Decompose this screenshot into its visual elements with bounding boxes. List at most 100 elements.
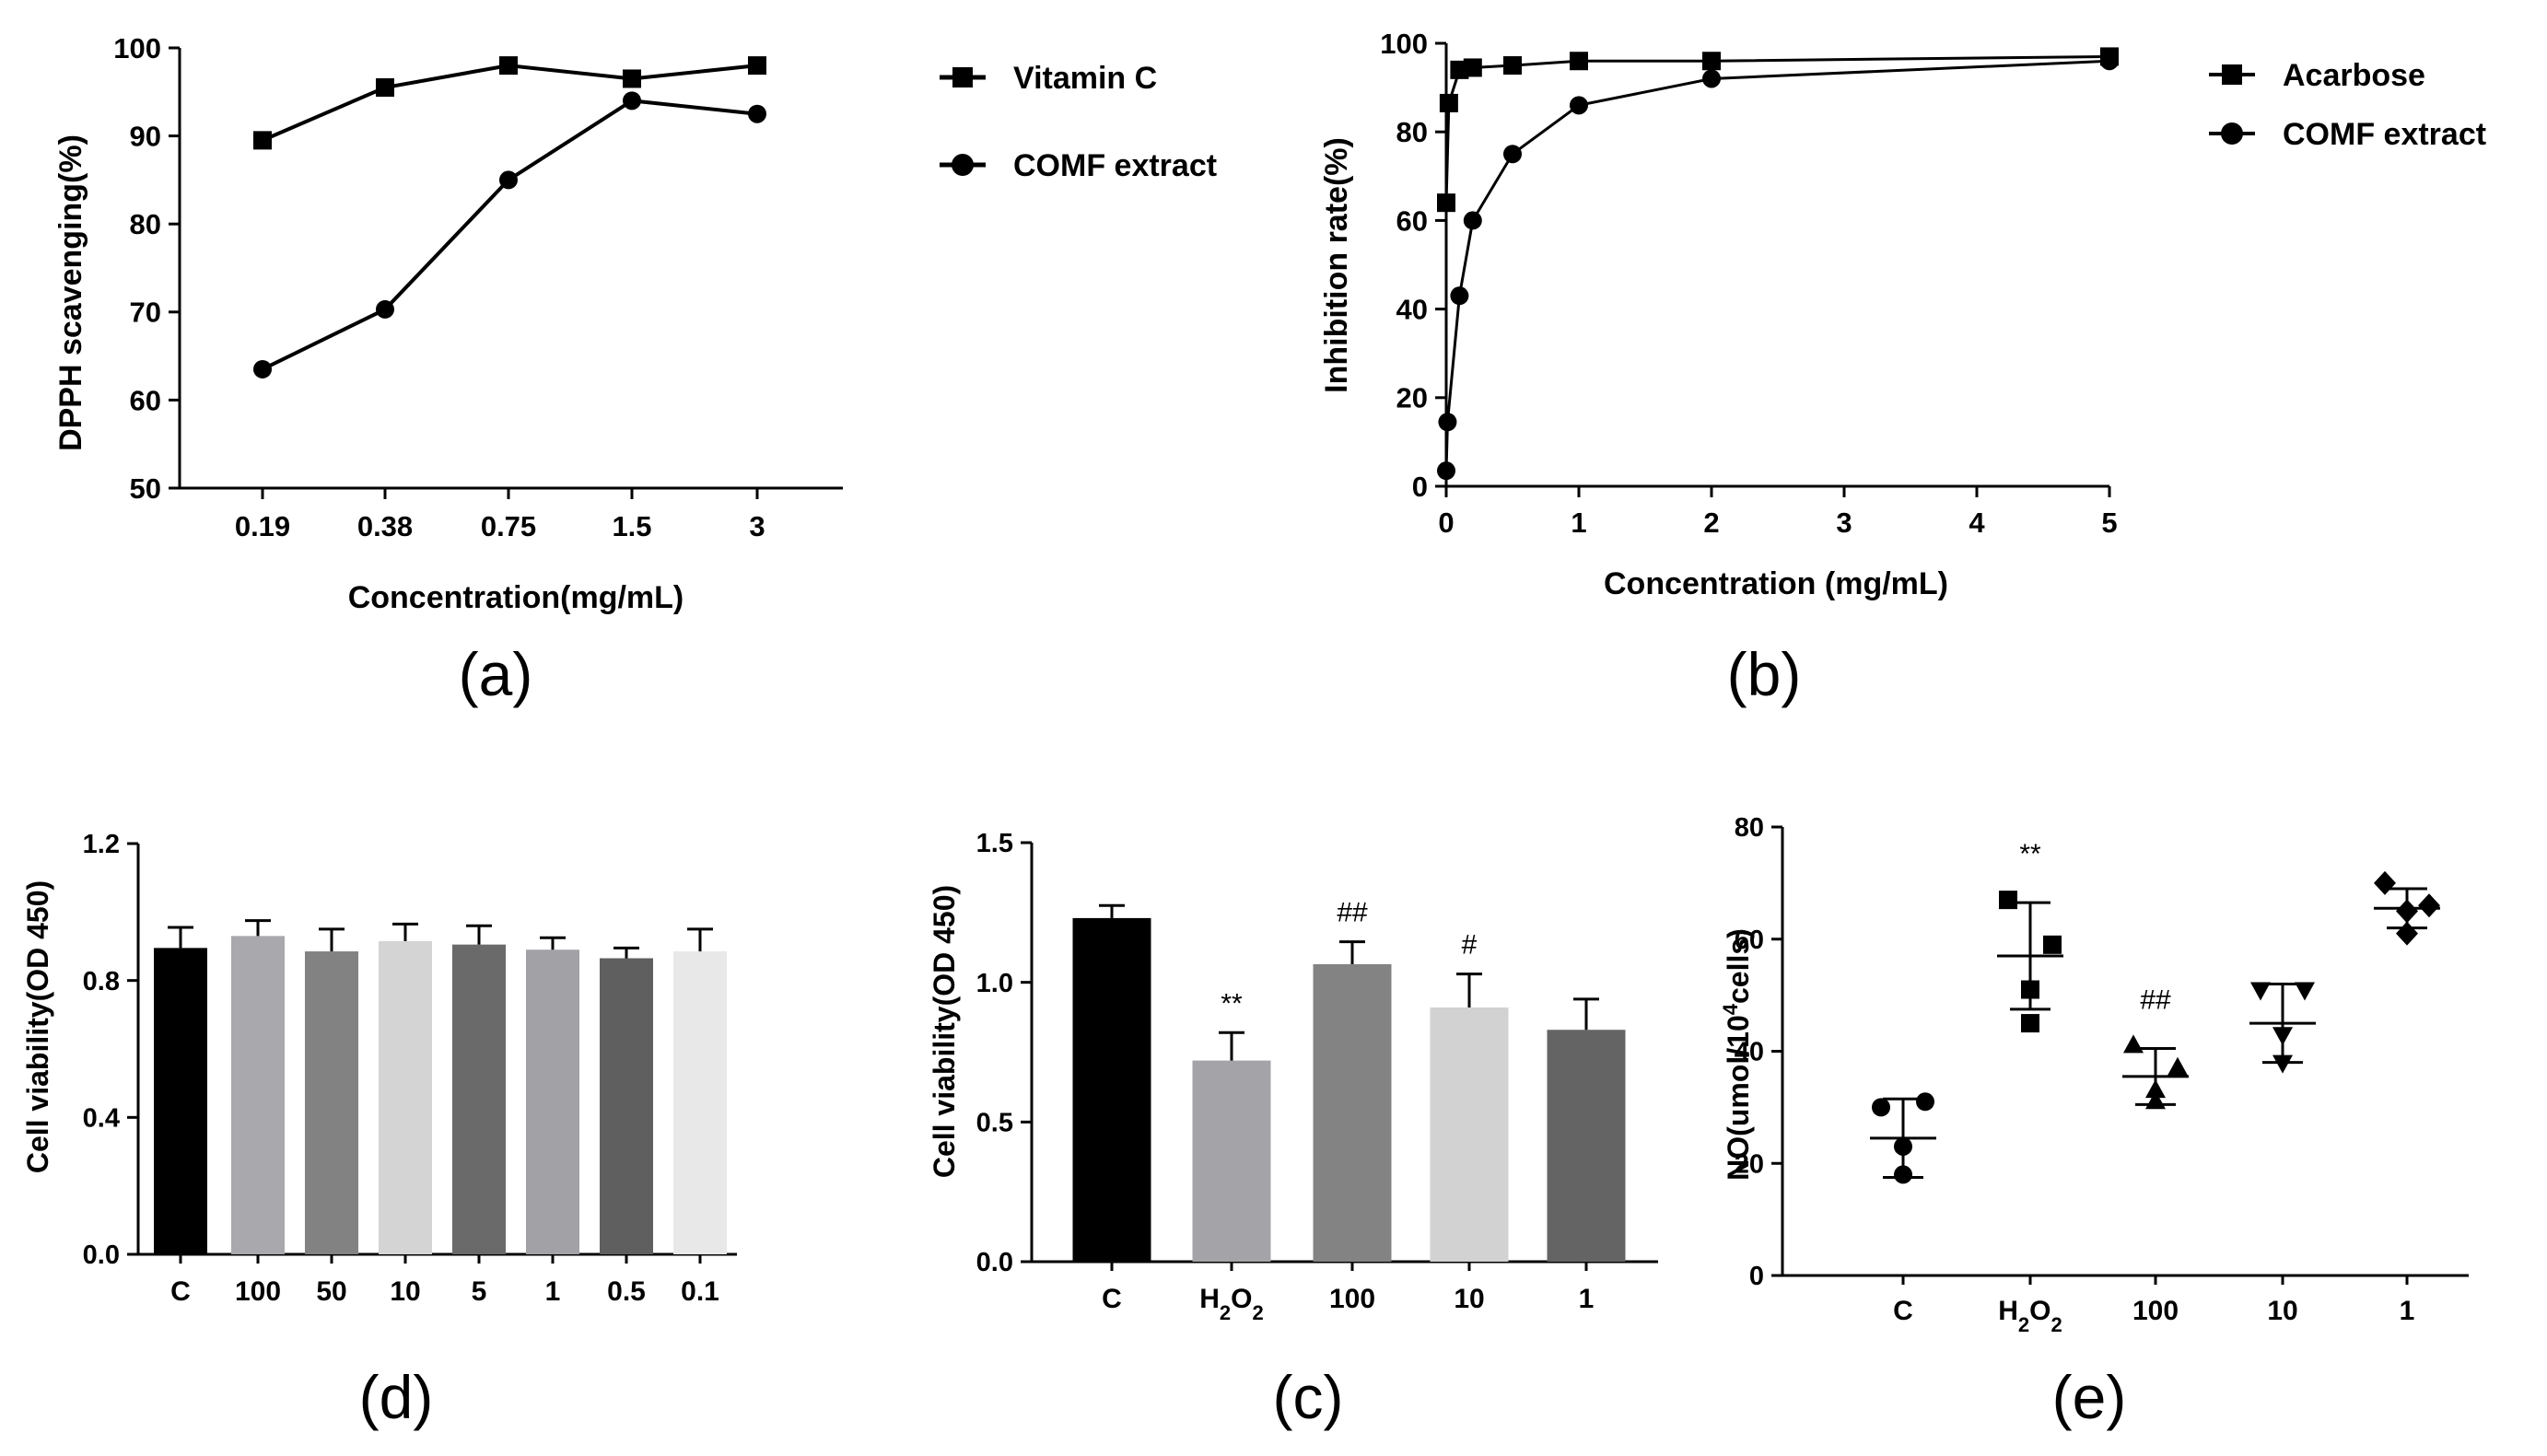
bar <box>1547 1030 1626 1262</box>
y-tick-label: 60 <box>1735 926 1764 955</box>
panel-a-plot: 50 60 70 80 90 100 0.19 0.38 0.75 1.5 3 <box>113 32 843 542</box>
panel-d-label: (d) <box>359 1363 434 1431</box>
x-tick-label: H2O2 <box>1998 1296 2062 1336</box>
y-tick-label: 80 <box>1735 813 1764 843</box>
y-tick-label: 50 <box>130 472 161 505</box>
bar <box>379 940 432 1254</box>
panel-e-plot: 0 20 40 60 80 C H2O2 ** 100 ## 10 1 <box>1735 813 2469 1336</box>
x-tick-label: 100 <box>1329 1284 1375 1314</box>
x-tick-label: H2O2 <box>1199 1284 1264 1324</box>
panel-d-plot: 0.0 0.4 0.8 1.2 C 100 50 10 5 1 0.5 0.1 <box>83 830 737 1307</box>
x-tick-label: 100 <box>235 1276 281 1307</box>
data-point <box>623 69 641 88</box>
data-point <box>2250 982 2271 1001</box>
data-point <box>1463 211 1482 230</box>
significance-label: ** <box>2019 839 2041 869</box>
data-point <box>1570 96 1588 115</box>
panel-d-ylabel: Cell viability(OD 450) <box>21 880 54 1173</box>
y-tick-label: 20 <box>1735 1149 1764 1179</box>
data-point <box>1463 58 1482 77</box>
x-tick-label: 1 <box>545 1276 561 1307</box>
panel-b: 0 20 40 60 80 100 0 1 2 3 4 5 Inhibition rate(%) Co… <box>1319 28 2486 708</box>
bar <box>231 936 285 1254</box>
panel-e-ylabel-main: NO(umol/10 <box>1722 1015 1755 1181</box>
x-tick-label: C <box>170 1276 191 1307</box>
data-point <box>1439 93 1458 112</box>
panel-a-legend: Vitamin C COMF extract <box>940 61 1217 183</box>
y-tick-label: 0.4 <box>83 1103 120 1133</box>
legend-label-comf-extract: COMF extract <box>2283 117 2486 152</box>
x-tick-label: 0.5 <box>607 1276 646 1307</box>
significance-label: ## <box>2140 984 2171 1015</box>
bar <box>154 948 207 1254</box>
y-tick-label: 60 <box>1396 204 1428 237</box>
data-point <box>2100 52 2119 71</box>
y-tick-label: 70 <box>130 297 161 329</box>
panel-e-label: (e) <box>2052 1363 2127 1431</box>
significance-label: ## <box>1337 898 1368 928</box>
y-tick-label: 80 <box>1396 116 1428 148</box>
y-tick-label: 1.2 <box>83 830 120 859</box>
data-point <box>1872 1098 1890 1117</box>
x-tick-label: 3 <box>749 510 765 542</box>
bar <box>1430 1007 1509 1262</box>
y-tick-label: 40 <box>1735 1038 1764 1067</box>
y-tick-label: 60 <box>130 384 161 416</box>
bar <box>526 949 579 1254</box>
y-tick-label: 0.0 <box>976 1248 1013 1277</box>
y-tick-label: 0.0 <box>83 1241 120 1270</box>
panel-b-plot: 0 20 40 60 80 100 0 1 2 3 4 5 <box>1380 28 2119 539</box>
y-tick-label: 100 <box>1380 28 1428 60</box>
x-tick-label: 4 <box>1969 507 1985 539</box>
y-tick-label: 0 <box>1412 471 1428 503</box>
y-tick-label: 100 <box>113 32 161 64</box>
data-point <box>2418 893 2440 918</box>
panel-a-label: (a) <box>459 640 533 708</box>
x-tick-label: 1 <box>1571 507 1586 539</box>
panel-c-ylabel: Cell viability(OD 450) <box>928 885 961 1178</box>
data-point <box>499 170 518 190</box>
panel-c-plot: 0.0 0.5 1.0 1.5 C H2O2 ** 100 ## 10 #1 <box>976 829 1658 1324</box>
data-point <box>2043 935 2062 954</box>
legend-label-acarbose: Acarbose <box>2283 58 2425 93</box>
x-tick-label: C <box>1893 1296 1913 1326</box>
data-point <box>2167 1056 2188 1076</box>
panel-e-ylabel-end: cells) <box>1722 928 1755 1004</box>
data-point <box>376 299 394 319</box>
panel-c: 0.0 0.5 1.0 1.5 C H2O2 ** 100 ## 10 #1 Cell viabil… <box>928 829 1658 1431</box>
x-tick-label: 5 <box>472 1276 487 1307</box>
x-tick-label: 2 <box>1703 507 1719 539</box>
y-tick-label: 20 <box>1396 382 1428 414</box>
data-point <box>376 78 394 98</box>
x-tick-label: 0.75 <box>481 510 536 542</box>
legend-marker-circle <box>952 154 974 176</box>
panel-b-label: (b) <box>1727 640 1802 708</box>
data-point <box>1702 69 1721 88</box>
panel-e-ylabel-sup: 4 <box>1719 1003 1742 1015</box>
bar <box>1313 963 1392 1262</box>
panel-d: 0.0 0.4 0.8 1.2 C 100 50 10 5 1 0.5 0.1 Cell viabil… <box>21 830 737 1431</box>
x-tick-label: C <box>1102 1284 1122 1314</box>
bar <box>1192 1060 1271 1262</box>
x-tick-label: 0.38 <box>357 510 413 542</box>
panel-e: 0 20 40 60 80 C H2O2 ** 100 ## 10 1 NO(umol/104cell… <box>1719 813 2469 1431</box>
data-point <box>1570 52 1588 71</box>
x-tick-label: 3 <box>1836 507 1852 539</box>
panel-b-legend: Acarbose COMF extract <box>2209 58 2486 152</box>
y-tick-label: 0 <box>1749 1262 1764 1291</box>
x-tick-label: 50 <box>316 1276 346 1307</box>
panel-b-ylabel: Inhibition rate(%) <box>1319 137 1354 393</box>
series-line <box>262 99 758 371</box>
panel-b-xlabel: Concentration (mg/mL) <box>1604 566 1948 601</box>
data-point <box>253 359 272 379</box>
data-point <box>1438 413 1457 432</box>
legend-marker-square <box>2222 64 2242 85</box>
bar <box>673 951 727 1254</box>
data-point <box>1437 193 1455 213</box>
data-point <box>253 131 272 150</box>
data-point <box>2272 1054 2293 1074</box>
data-point <box>2021 1014 2039 1033</box>
x-tick-label: 1 <box>2400 1296 2415 1326</box>
series-line <box>262 64 758 143</box>
